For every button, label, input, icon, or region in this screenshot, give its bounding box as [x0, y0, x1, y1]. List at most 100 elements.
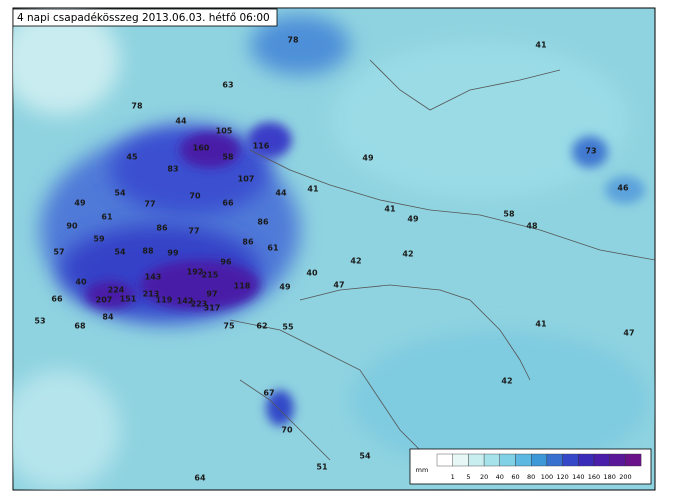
legend-swatch: [452, 453, 469, 467]
legend-swatch: [578, 453, 595, 467]
station-value: 86: [242, 238, 254, 247]
station-value: 142: [177, 297, 194, 306]
station-value: 64: [194, 474, 206, 483]
legend-tick-label: 5: [466, 473, 470, 481]
station-value: 77: [144, 200, 155, 209]
legend-swatch: [593, 453, 610, 467]
station-value: 40: [306, 269, 318, 278]
station-value: 143: [145, 273, 162, 282]
station-value: 57: [53, 248, 64, 257]
station-value: 48: [526, 222, 538, 231]
station-value: 317: [204, 304, 221, 313]
legend-swatch: [625, 453, 642, 467]
station-value: 49: [74, 199, 86, 208]
station-value: 67: [263, 389, 274, 398]
legend: mm 1 5 20 40 60 80 100 120 140 160 180 200: [409, 448, 652, 485]
station-value: 40: [75, 278, 87, 287]
station-value: 151: [120, 295, 137, 304]
station-value: 192: [187, 268, 204, 277]
station-value: 41: [535, 320, 547, 329]
station-value: 213: [143, 290, 160, 299]
station-value: 54: [114, 189, 126, 198]
station-value: 70: [281, 426, 293, 435]
station-value: 61: [101, 213, 113, 222]
legend-swatch: [609, 453, 626, 467]
station-value: 223: [191, 300, 208, 309]
station-value: 42: [402, 250, 413, 259]
station-value: 58: [222, 153, 234, 162]
station-value: 105: [216, 127, 233, 136]
legend-tick-label: 120: [556, 473, 568, 481]
station-value: 61: [267, 244, 279, 253]
station-value: 97: [206, 290, 217, 299]
station-value: 107: [238, 175, 255, 184]
legend-tick-label: 100: [541, 473, 553, 481]
legend-tick-label: 160: [588, 473, 600, 481]
station-value: 224: [108, 286, 125, 295]
station-value: 70: [189, 192, 201, 201]
legend-tick-label: 80: [527, 473, 535, 481]
station-value: 49: [279, 283, 291, 292]
station-value: 78: [131, 102, 143, 111]
station-value: 207: [96, 296, 113, 305]
station-value: 99: [167, 249, 179, 258]
station-value: 96: [220, 258, 232, 267]
station-value: 41: [384, 205, 396, 214]
station-value: 78: [287, 36, 299, 45]
station-value: 118: [234, 282, 251, 291]
station-value: 59: [93, 235, 105, 244]
legend-swatch: [499, 453, 516, 467]
station-value: 86: [257, 218, 269, 227]
legend-swatch: [436, 453, 453, 467]
station-value: 47: [333, 281, 344, 290]
station-value: 62: [256, 322, 267, 331]
legend-swatch: [562, 453, 579, 467]
legend-tick-label: 40: [496, 473, 504, 481]
legend-tick-label: 200: [619, 473, 631, 481]
station-value: 68: [74, 322, 86, 331]
station-value: 44: [175, 117, 187, 126]
legend-tick-label: 140: [572, 473, 584, 481]
station-value: 90: [66, 222, 78, 231]
station-value: 77: [188, 227, 199, 236]
legend-swatch: [546, 453, 563, 467]
station-value: 63: [222, 81, 233, 90]
station-value: 88: [142, 247, 154, 256]
station-value: 58: [503, 210, 515, 219]
station-value: 215: [202, 271, 219, 280]
station-value: 54: [114, 248, 126, 257]
legend-tick-label: 60: [511, 473, 519, 481]
station-value: 41: [535, 41, 547, 50]
station-value: 49: [362, 154, 374, 163]
station-value: 41: [307, 185, 319, 194]
station-value: 53: [34, 317, 45, 326]
legend-swatch: [531, 453, 548, 467]
station-value: 86: [156, 224, 168, 233]
station-value: 66: [51, 295, 63, 304]
station-value: 47: [623, 329, 634, 338]
station-value: 42: [501, 377, 512, 386]
station-value: 119: [156, 296, 173, 305]
legend-tick-label: 20: [480, 473, 488, 481]
station-value: 49: [407, 215, 419, 224]
legend-tick-label: 1: [451, 473, 455, 481]
station-value: 66: [222, 199, 234, 208]
station-value: 42: [350, 257, 361, 266]
legend-unit: mm: [416, 466, 429, 474]
station-value: 54: [359, 452, 371, 461]
station-value: 160: [193, 144, 210, 153]
title-box: [12, 8, 278, 27]
station-value: 45: [126, 153, 138, 162]
legend-swatch: [468, 453, 485, 467]
map-title: 4 napi csapadékösszeg 2013.06.03. hétfő …: [17, 12, 270, 24]
station-value: 44: [275, 189, 287, 198]
station-value: 55: [282, 323, 294, 332]
station-value: 73: [585, 147, 596, 156]
station-value: 84: [102, 313, 114, 322]
legend-tick-label: 180: [603, 473, 615, 481]
station-value: 51: [316, 463, 328, 472]
legend-swatch: [483, 453, 501, 467]
station-value: 75: [223, 322, 235, 331]
station-value: 46: [617, 184, 629, 193]
